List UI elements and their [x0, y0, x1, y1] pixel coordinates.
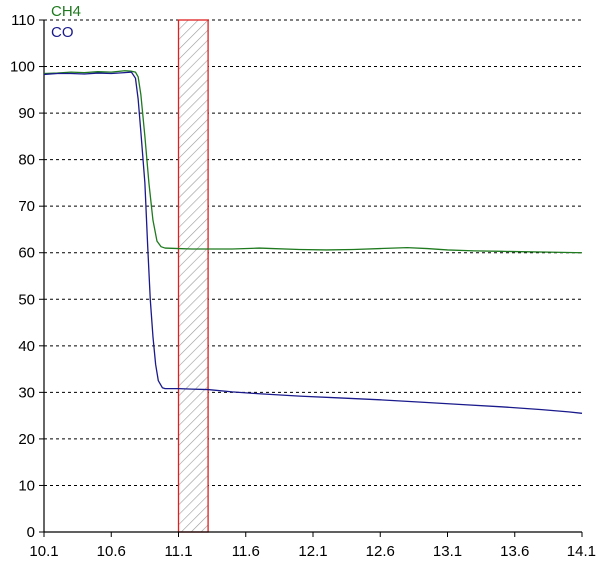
y-tick-label: 20	[18, 431, 35, 448]
series-line-co	[43, 71, 583, 414]
y-tick-label: 80	[18, 152, 35, 169]
series-line-ch4	[43, 70, 583, 254]
y-tick-label: 70	[18, 198, 35, 215]
y-tick-label: 10	[18, 477, 35, 494]
x-tick-label: 11.1	[164, 543, 192, 560]
x-tick-label: 13.6	[500, 543, 529, 560]
grid	[44, 19, 582, 486]
x-tick-label: 12.6	[366, 543, 395, 560]
highlight-region	[177, 19, 209, 533]
y-tick-label: 100	[10, 59, 35, 76]
x-tick-label: 11.6	[232, 543, 260, 560]
y-tick-label: 0	[27, 524, 35, 541]
y-tick-label: 50	[18, 291, 35, 308]
legend-entry-co: CO	[51, 24, 74, 41]
axes: 0 10 20 30 40 50 60 70 80 90 100 110 10.1 10.6 11.1 11.…	[10, 12, 596, 560]
y-tick-label: 90	[18, 105, 35, 122]
x-tick-label: 14.1	[567, 543, 596, 560]
legend: CH4 CO	[51, 3, 81, 41]
x-tick-label: 10.6	[97, 543, 126, 560]
y-tick-label: 60	[18, 245, 35, 262]
legend-entry-ch4: CH4	[51, 3, 81, 20]
highlight-band	[177, 19, 209, 533]
y-tick-label: 110	[11, 12, 35, 29]
y-tick-label: 30	[18, 384, 35, 401]
x-tick-label: 12.1	[298, 543, 327, 560]
y-tick-label: 40	[18, 338, 35, 355]
x-tick-label: 10.1	[29, 543, 58, 560]
series-lines	[43, 70, 583, 414]
x-tick-label: 13.1	[433, 543, 462, 560]
